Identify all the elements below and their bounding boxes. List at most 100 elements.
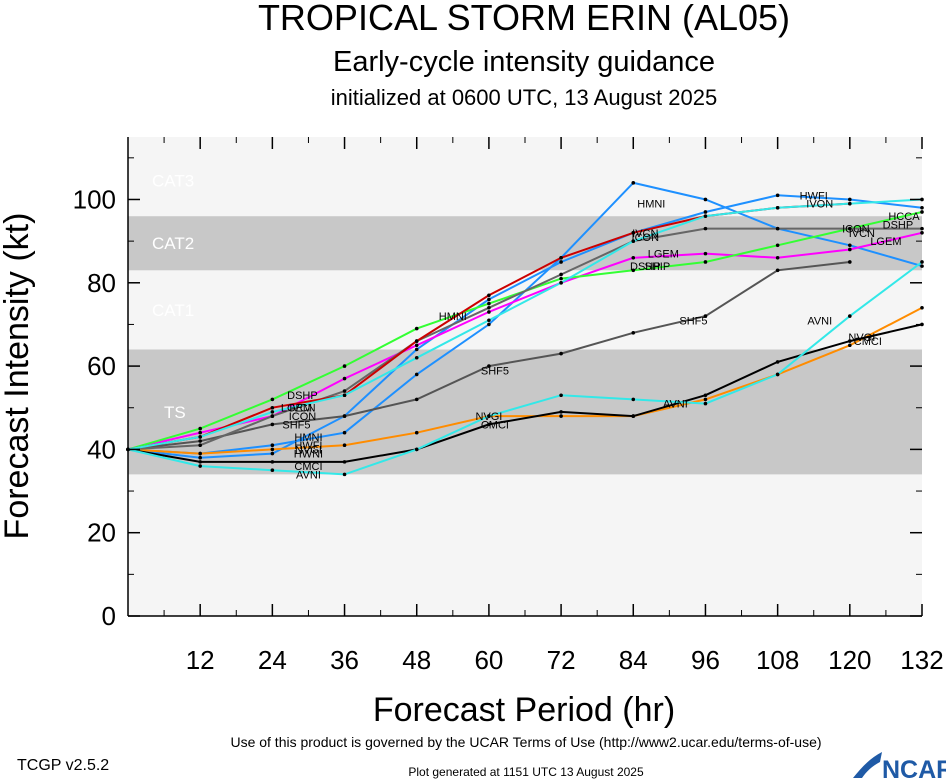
y-tick-label: 20 bbox=[87, 518, 116, 548]
y-tick-label: 0 bbox=[102, 601, 116, 631]
point-hwni bbox=[848, 343, 852, 348]
band-label-cat2: CAT2 bbox=[152, 234, 194, 253]
point-hcca bbox=[198, 435, 202, 439]
series-label-hmni: HMNI bbox=[439, 311, 467, 323]
band-cat3 bbox=[128, 145, 922, 217]
point-ivon bbox=[414, 339, 419, 343]
point-dshp bbox=[703, 260, 708, 264]
point-hwni bbox=[198, 451, 202, 456]
point-hmni bbox=[487, 322, 491, 327]
point-hwni bbox=[920, 305, 924, 310]
point-avni bbox=[920, 260, 924, 264]
point-shf5 bbox=[270, 422, 275, 427]
band-label-cat1: CAT1 bbox=[152, 301, 194, 320]
point-icon bbox=[703, 226, 708, 231]
point-hwfi bbox=[920, 206, 924, 210]
band-label-ts: TS bbox=[164, 403, 186, 422]
point-avni bbox=[848, 314, 852, 318]
series-label-hwfi: HWFI bbox=[294, 440, 322, 452]
ncar-logo-mark bbox=[853, 752, 882, 778]
model-labels: HMNIHMNIHMNIHWFIHWFIHWNINVGINVGINVGICMCI… bbox=[281, 190, 920, 481]
terms-of-use: Use of this product is governed by the U… bbox=[230, 734, 821, 750]
point-icon bbox=[198, 443, 202, 448]
band-label-cat3: CAT3 bbox=[152, 172, 194, 191]
point-ivon bbox=[270, 405, 275, 410]
point-hmni bbox=[920, 264, 924, 268]
y-tick-label: 100 bbox=[73, 184, 116, 214]
y-tick-label: 60 bbox=[87, 351, 116, 381]
x-axis-label: Forecast Period (hr) bbox=[373, 691, 675, 729]
point-hmni bbox=[342, 430, 347, 435]
series-line-icon bbox=[127, 227, 922, 451]
point-hwfi bbox=[414, 347, 419, 352]
point-shf5 bbox=[487, 364, 491, 368]
chart-subtitle: Early-cycle intensity guidance bbox=[333, 46, 715, 78]
x-tick-label: 48 bbox=[402, 645, 431, 675]
point-icon bbox=[270, 414, 275, 418]
point-hcca bbox=[703, 214, 708, 218]
point-hmni bbox=[631, 181, 636, 185]
ncar-logo-text: NCAR bbox=[882, 756, 946, 780]
series-label-avni: AVNI bbox=[807, 315, 832, 327]
series-line-cmci bbox=[127, 323, 923, 463]
intensity-bands: TS CAT1 CAT2 CAT3 bbox=[128, 137, 922, 616]
point-cmci bbox=[270, 460, 275, 464]
point-avni bbox=[631, 397, 636, 402]
point-hcca bbox=[848, 201, 852, 206]
point-shf5 bbox=[631, 330, 636, 335]
series-label-ivcn: IVCN bbox=[849, 228, 875, 240]
point-hwfi bbox=[198, 455, 202, 460]
point-cmci bbox=[631, 414, 636, 418]
point-avni bbox=[775, 372, 780, 377]
series-line-avni bbox=[127, 261, 923, 476]
point-dshp bbox=[920, 210, 924, 214]
series-label-cmci: CMCI bbox=[481, 419, 509, 431]
point-avni bbox=[703, 401, 708, 406]
point-dshp bbox=[775, 243, 780, 248]
point-lgem bbox=[631, 255, 636, 260]
x-tick-label: 36 bbox=[330, 645, 359, 675]
point-cmci bbox=[487, 422, 491, 427]
point-shf5 bbox=[703, 314, 708, 318]
series-label-icon: ICON bbox=[842, 224, 870, 236]
ncar-logo: NCAR bbox=[853, 752, 946, 780]
point-lgem bbox=[198, 430, 202, 435]
point-hcca bbox=[414, 355, 419, 360]
point-icon bbox=[775, 226, 780, 231]
series-label-lgem: LGEM bbox=[870, 236, 901, 248]
point-hmni bbox=[848, 243, 852, 248]
series-label-nvgi: NVGI bbox=[295, 444, 322, 456]
y-tick-label: 80 bbox=[87, 268, 116, 298]
series-label-cmci: CMCI bbox=[854, 336, 882, 348]
point-icon bbox=[848, 226, 852, 231]
point-shf5 bbox=[559, 351, 563, 356]
x-tick-label: 72 bbox=[547, 645, 576, 675]
series-label-cmci: CMCI bbox=[294, 461, 322, 473]
y-axis-label: Forecast Intensity (kt) bbox=[0, 213, 36, 540]
point-ivon bbox=[487, 293, 491, 298]
point-dshp bbox=[414, 326, 419, 331]
y-tick-label: 40 bbox=[87, 434, 116, 464]
point-hwfi bbox=[775, 193, 780, 198]
series-label-dshp: DSHP bbox=[883, 219, 914, 231]
point-avni bbox=[487, 414, 491, 418]
point-hwfi bbox=[848, 197, 852, 202]
series-label-ivon: IVON bbox=[806, 199, 833, 211]
series-label-hmni: HMNI bbox=[637, 199, 665, 211]
point-dshp bbox=[631, 268, 636, 273]
x-tick-label: 12 bbox=[186, 645, 215, 675]
point-hmni bbox=[270, 443, 275, 448]
x-tick-label: 96 bbox=[691, 645, 720, 675]
version-label: TCGP v2.5.2 bbox=[17, 757, 109, 774]
point-hcca bbox=[559, 280, 563, 285]
series-label-shf5: SHF5 bbox=[282, 419, 310, 431]
series-label-icon: ICON bbox=[632, 232, 660, 244]
point-hwni bbox=[414, 430, 419, 435]
point-lgem bbox=[848, 247, 852, 252]
point-hwfi bbox=[487, 297, 491, 302]
point-hwfi bbox=[703, 210, 708, 214]
point-lgem bbox=[414, 343, 419, 348]
point-hcca bbox=[631, 239, 636, 243]
point-hcca bbox=[487, 318, 491, 323]
